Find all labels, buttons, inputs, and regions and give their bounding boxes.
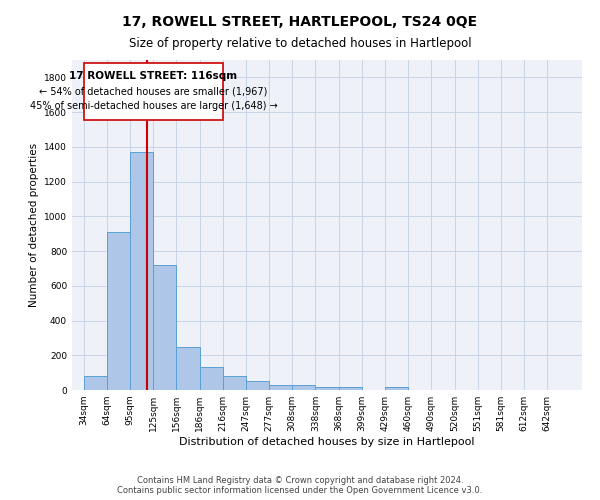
Bar: [130, 152, 153, 390]
Bar: [385, 386, 408, 390]
Bar: [292, 385, 316, 390]
Bar: [223, 376, 246, 390]
Text: Contains HM Land Registry data © Crown copyright and database right 2024.
Contai: Contains HM Land Registry data © Crown c…: [118, 476, 482, 495]
Bar: [153, 265, 176, 390]
Text: ← 54% of detached houses are smaller (1,967): ← 54% of detached houses are smaller (1,…: [40, 86, 268, 96]
Bar: [269, 385, 292, 390]
Y-axis label: Number of detached properties: Number of detached properties: [29, 143, 38, 307]
Bar: [199, 366, 223, 390]
Bar: [338, 388, 362, 390]
Bar: [176, 348, 199, 390]
Bar: [107, 232, 130, 390]
Bar: [83, 376, 107, 390]
Text: 45% of semi-detached houses are larger (1,648) →: 45% of semi-detached houses are larger (…: [29, 101, 277, 111]
Text: Size of property relative to detached houses in Hartlepool: Size of property relative to detached ho…: [128, 38, 472, 51]
Bar: [246, 382, 269, 390]
X-axis label: Distribution of detached houses by size in Hartlepool: Distribution of detached houses by size …: [179, 437, 475, 447]
FancyBboxPatch shape: [83, 64, 223, 120]
Text: 17 ROWELL STREET: 116sqm: 17 ROWELL STREET: 116sqm: [70, 72, 238, 82]
Bar: [316, 386, 338, 390]
Text: 17, ROWELL STREET, HARTLEPOOL, TS24 0QE: 17, ROWELL STREET, HARTLEPOOL, TS24 0QE: [122, 15, 478, 29]
